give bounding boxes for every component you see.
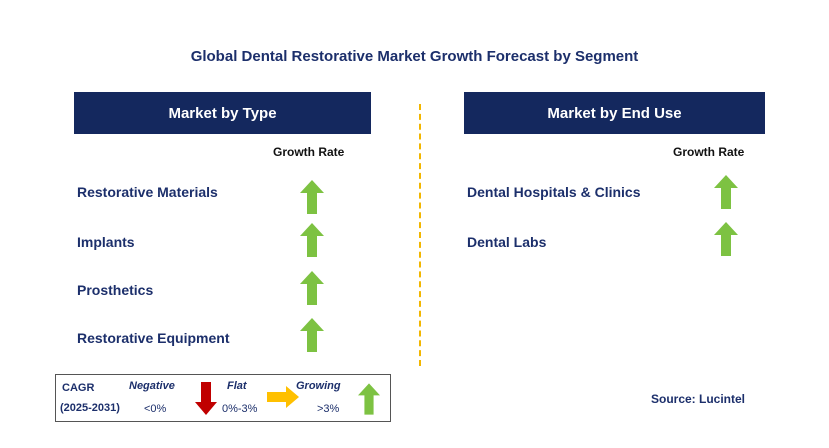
segment-label-implants: Implants <box>77 234 135 250</box>
up-arrow-icon <box>300 271 324 305</box>
right-arrow-icon <box>267 386 299 408</box>
legend-period: (2025-2031) <box>60 402 120 414</box>
page-title: Global Dental Restorative Market Growth … <box>190 48 639 65</box>
growth-rate-label-end-use: Growth Rate <box>673 145 745 159</box>
up-arrow-icon <box>300 318 324 352</box>
segment-label-prosthetics: Prosthetics <box>77 282 154 298</box>
market-by-type-header: Market by Type <box>74 92 371 134</box>
segment-label-restorative-equipment: Restorative Equipment <box>77 330 230 346</box>
up-arrow-icon <box>714 175 738 209</box>
segment-label-dental-labs: Dental Labs <box>467 234 547 250</box>
growth-rate-label-type: Growth Rate <box>273 145 345 159</box>
legend-flat-label: Flat <box>227 380 247 392</box>
up-arrow-icon <box>358 383 380 415</box>
panel-divider <box>419 104 421 366</box>
segment-label-restorative-materials: Restorative Materials <box>77 184 218 200</box>
down-arrow-icon <box>195 382 217 415</box>
cagr-legend: CAGR (2025-2031) Negative <0% Flat 0%-3%… <box>55 374 391 422</box>
segment-label-dental-hospitals-clinics: Dental Hospitals & Clinics <box>467 184 641 200</box>
market-by-end-use-header: Market by End Use <box>464 92 765 134</box>
legend-flat-range: 0%-3% <box>222 403 258 415</box>
legend-growing-range: >3% <box>317 403 340 415</box>
up-arrow-icon <box>714 222 738 256</box>
legend-negative-label: Negative <box>129 380 175 392</box>
source-label: Source: Lucintel <box>651 392 746 406</box>
up-arrow-icon <box>300 223 324 257</box>
legend-negative-range: <0% <box>144 403 167 415</box>
legend-cagr-label: CAGR <box>62 382 95 394</box>
legend-growing-label: Growing <box>296 380 341 392</box>
up-arrow-icon <box>300 180 324 214</box>
